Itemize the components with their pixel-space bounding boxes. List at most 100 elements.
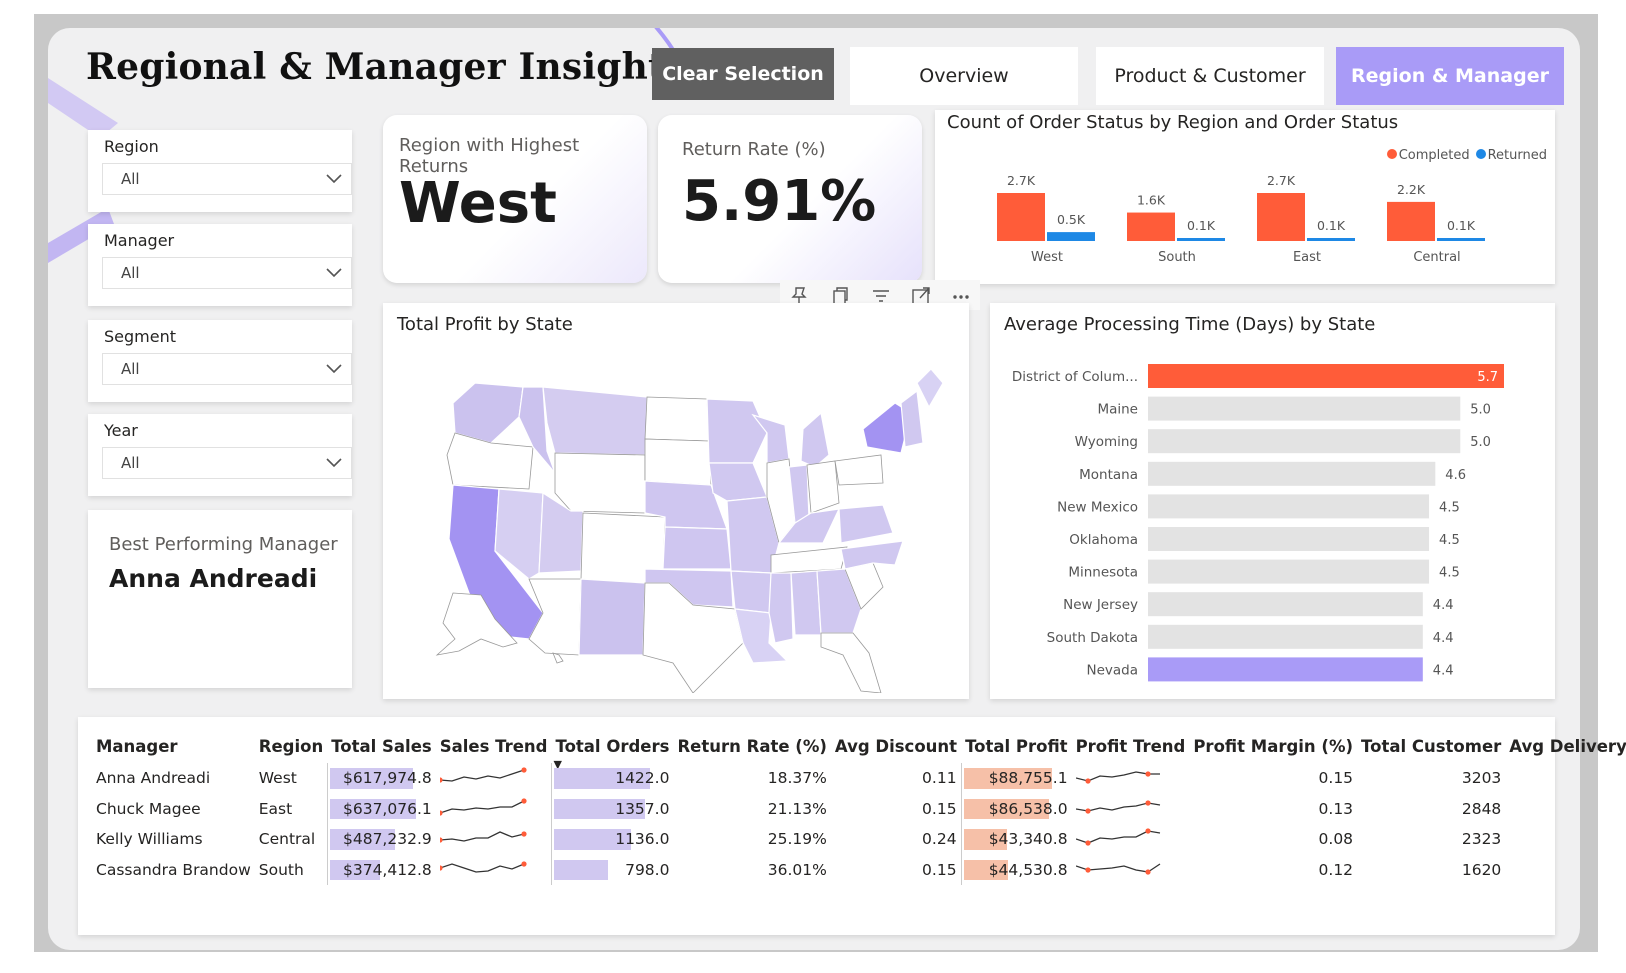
manager-name: Chuck Magee — [92, 794, 255, 825]
table-row[interactable]: Chuck Magee East $637,076.1 1357.0 21.13% 0.1… — [92, 794, 1626, 825]
column-header[interactable]: Sales Trend — [436, 729, 552, 763]
sales-value: $374,412.8 — [343, 861, 432, 879]
state-virginia[interactable] — [839, 505, 893, 543]
best-manager-value: Anna Andreadi — [109, 564, 317, 593]
manager-dropdown[interactable]: All — [102, 257, 352, 289]
bar-completed[interactable] — [1257, 193, 1305, 241]
total-orders-cell: 1357.0 — [552, 794, 674, 825]
bar-completed[interactable] — [1387, 202, 1435, 241]
processing-bar[interactable] — [1148, 560, 1429, 584]
dropdown-value: All — [121, 170, 140, 188]
sparkline — [440, 827, 530, 847]
processing-bar[interactable] — [1148, 657, 1423, 681]
state-maine[interactable] — [917, 369, 943, 407]
us-states-map — [383, 343, 969, 693]
state-hawaii[interactable] — [553, 653, 563, 663]
column-header[interactable]: Return Rate (%) — [673, 729, 830, 763]
sparkline — [440, 766, 530, 786]
column-header[interactable]: Total Sales — [327, 729, 436, 763]
processing-bar[interactable] — [1148, 592, 1423, 616]
state-mississippi[interactable] — [769, 573, 793, 643]
state-minnesota[interactable] — [707, 399, 767, 463]
column-header[interactable]: Profit Trend — [1072, 729, 1190, 763]
processing-bar[interactable] — [1148, 429, 1460, 453]
data-label: 1.6K — [1137, 193, 1166, 208]
state-alabama[interactable] — [791, 571, 821, 635]
profit-value: $88,755.1 — [989, 769, 1068, 787]
bar-returned[interactable] — [1437, 238, 1485, 241]
table-row[interactable]: Cassandra Brandow South $374,412.8 798.0 36.… — [92, 855, 1626, 886]
clear-selection-button[interactable]: Clear Selection — [652, 48, 834, 100]
processing-bar[interactable] — [1148, 364, 1504, 388]
processing-bar[interactable] — [1148, 625, 1423, 649]
bar-completed[interactable] — [997, 193, 1045, 241]
state-iowa[interactable] — [709, 463, 767, 501]
state-montana[interactable] — [543, 387, 647, 455]
chevron-down-icon — [325, 363, 343, 375]
state-new-england[interactable] — [901, 391, 923, 447]
return-rate-cell: 36.01% — [673, 855, 830, 886]
tab-region-manager[interactable]: Region & Manager — [1336, 47, 1564, 105]
table-row[interactable]: Kelly Williams Central $487,232.9 1136.0 25.… — [92, 824, 1626, 855]
total-profit-cell: $44,530.8 — [961, 855, 1072, 886]
chevron-down-icon — [325, 457, 343, 469]
segment-dropdown[interactable]: All — [102, 353, 352, 385]
tab-product-customer[interactable]: Product & Customer — [1096, 47, 1324, 105]
legend-item[interactable]: Completed — [1387, 148, 1470, 163]
bar-completed[interactable] — [1127, 213, 1175, 241]
column-header-sorted[interactable]: Total Orders ▼ — [552, 729, 674, 763]
processing-bar[interactable] — [1148, 494, 1429, 518]
column-header[interactable]: Avg Discount — [831, 729, 961, 763]
state-new-mexico[interactable] — [579, 579, 645, 655]
column-header[interactable]: Avg Delivery Time — [1505, 729, 1626, 763]
bar-returned[interactable] — [1307, 238, 1355, 241]
column-header[interactable]: Profit Margin (%) — [1189, 729, 1357, 763]
state-pennsylvania[interactable] — [835, 455, 883, 485]
processing-bar[interactable] — [1148, 527, 1429, 551]
state-ohio[interactable] — [807, 461, 839, 513]
region-slicer: Region All — [88, 130, 352, 212]
column-header[interactable]: Region — [255, 729, 327, 763]
slicer-label: Region — [104, 137, 159, 156]
orders-value: 1422.0 — [615, 769, 669, 787]
slicer-label: Year — [104, 421, 138, 440]
manager-name: Cassandra Brandow — [92, 855, 255, 886]
region-cell: West — [255, 763, 327, 794]
profit-trend-cell — [1072, 794, 1190, 825]
column-header[interactable]: Total Profit — [961, 729, 1072, 763]
best-manager-label: Best Performing Manager — [109, 534, 338, 555]
state-south-dakota[interactable] — [645, 439, 711, 485]
legend-item[interactable]: Returned — [1476, 148, 1547, 163]
region-dropdown[interactable]: All — [102, 163, 352, 195]
best-manager-card: Best Performing Manager Anna Andreadi — [88, 510, 352, 688]
total-sales-cell: $637,076.1 — [327, 794, 436, 825]
processing-bar[interactable] — [1148, 397, 1460, 421]
processing-bar[interactable] — [1148, 462, 1435, 486]
state-wyoming[interactable] — [555, 453, 645, 513]
state-florida[interactable] — [821, 633, 881, 693]
table-row[interactable]: Anna Andreadi West $617,974.8 1422.0 18.37% 0… — [92, 763, 1626, 794]
slicer-label: Manager — [104, 231, 174, 250]
bar-returned[interactable] — [1047, 232, 1095, 241]
state-north-dakota[interactable] — [645, 397, 709, 441]
tab-overview[interactable]: Overview — [850, 47, 1078, 105]
data-label: 4.5 — [1439, 566, 1460, 581]
state-kansas[interactable] — [663, 527, 731, 569]
chevron-down-icon — [325, 173, 343, 185]
year-dropdown[interactable]: All — [102, 447, 352, 479]
category-label: Wyoming — [1075, 434, 1138, 450]
state-washington[interactable] — [453, 383, 523, 443]
column-header[interactable]: Total Customer — [1357, 729, 1505, 763]
total-orders-cell: 798.0 — [552, 855, 674, 886]
manager-name: Anna Andreadi — [92, 763, 255, 794]
column-header[interactable]: Manager — [92, 729, 255, 763]
data-label: 4.6 — [1445, 468, 1466, 483]
state-arkansas[interactable] — [731, 571, 771, 613]
state-michigan[interactable] — [801, 413, 829, 467]
category-label: South — [1158, 250, 1196, 265]
bar-returned[interactable] — [1177, 238, 1225, 241]
legend-dot-icon — [1476, 149, 1486, 159]
data-label: 4.4 — [1433, 663, 1454, 678]
avg-delivery-cell: 4.06 — [1505, 824, 1626, 855]
total-sales-cell: $487,232.9 — [327, 824, 436, 855]
